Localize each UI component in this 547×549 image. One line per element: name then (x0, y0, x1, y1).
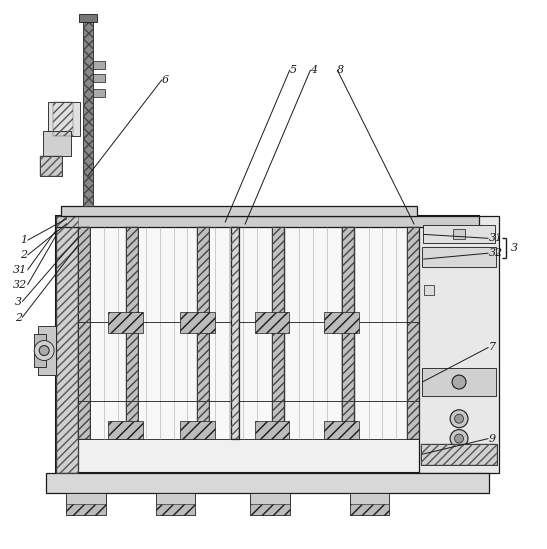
Circle shape (455, 434, 463, 443)
Circle shape (34, 340, 54, 361)
Text: 1: 1 (20, 236, 27, 245)
Bar (155, 504, 195, 515)
Bar (180, 421, 215, 439)
Bar (421, 444, 497, 466)
Text: 2: 2 (15, 312, 22, 323)
Circle shape (450, 410, 468, 428)
Bar (155, 493, 195, 515)
Bar (56, 216, 479, 473)
Bar (53, 102, 73, 136)
Bar (66, 493, 106, 515)
Text: 31: 31 (13, 265, 27, 275)
Bar (422, 368, 496, 396)
Bar (453, 229, 465, 239)
Bar (34, 334, 46, 367)
Bar (422, 247, 496, 267)
Text: 8: 8 (337, 65, 344, 75)
Bar (79, 14, 97, 22)
Bar (423, 226, 495, 243)
Bar (421, 444, 497, 466)
Bar (324, 421, 359, 439)
Bar (66, 504, 106, 515)
Bar (126, 227, 138, 439)
Text: 2: 2 (20, 250, 27, 260)
Bar (56, 216, 78, 473)
Bar (408, 227, 419, 439)
Bar (126, 227, 138, 439)
Bar (40, 156, 62, 176)
Bar (250, 504, 290, 515)
Bar (324, 311, 359, 333)
Text: 31: 31 (488, 233, 503, 243)
Bar (78, 227, 90, 439)
Bar (424, 285, 434, 295)
Text: 3: 3 (15, 297, 22, 307)
Bar (83, 22, 93, 206)
Text: 32: 32 (13, 280, 27, 290)
Text: 5: 5 (290, 65, 297, 75)
Circle shape (452, 375, 466, 389)
Bar (197, 227, 210, 439)
Bar (419, 216, 499, 473)
Bar (56, 216, 78, 473)
Bar (254, 421, 289, 439)
Bar (93, 61, 105, 69)
Bar (43, 131, 71, 156)
Bar (180, 311, 215, 333)
Bar (350, 504, 389, 515)
Text: 9: 9 (488, 434, 496, 444)
Bar (231, 227, 239, 439)
Bar (93, 88, 105, 97)
Bar (342, 227, 353, 439)
Text: 4: 4 (311, 65, 318, 75)
Bar (38, 326, 56, 376)
Bar (46, 473, 489, 493)
Bar (342, 227, 353, 439)
Bar (56, 216, 479, 227)
Bar (197, 227, 210, 439)
Circle shape (39, 345, 49, 356)
Bar (272, 227, 284, 439)
Circle shape (450, 430, 468, 447)
Text: 7: 7 (488, 343, 496, 352)
Bar (108, 311, 143, 333)
Bar (78, 227, 419, 439)
Bar (250, 493, 290, 515)
Bar (108, 421, 143, 439)
Bar (350, 493, 389, 515)
Bar (231, 227, 239, 439)
Bar (254, 311, 289, 333)
Text: 32: 32 (488, 248, 503, 258)
Bar (272, 227, 284, 439)
Bar (48, 102, 80, 136)
Circle shape (455, 414, 463, 423)
Bar (40, 156, 62, 176)
Bar (61, 206, 417, 216)
Bar (408, 227, 419, 439)
Bar (78, 227, 90, 439)
Bar (83, 22, 93, 206)
Text: 6: 6 (162, 75, 169, 85)
Text: 3: 3 (511, 243, 518, 253)
Bar (93, 74, 105, 82)
